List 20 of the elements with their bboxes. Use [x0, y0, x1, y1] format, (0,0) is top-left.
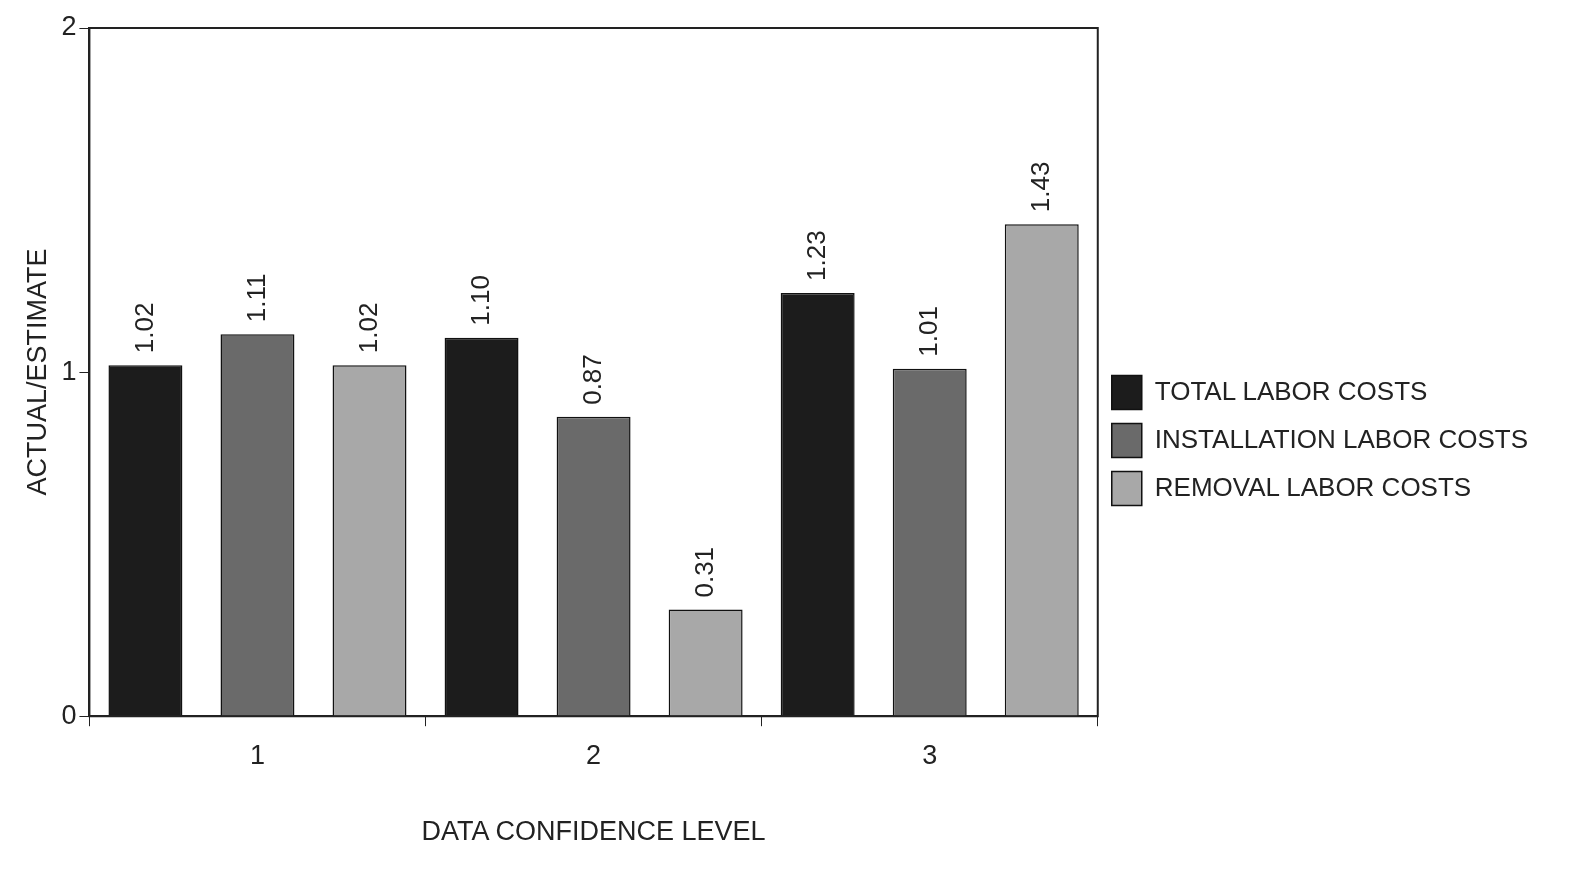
data-label: 1.43 — [1024, 161, 1055, 213]
data-label: 1.02 — [128, 302, 159, 354]
data-label: 1.01 — [912, 306, 943, 357]
legend-label: INSTALLATION LABOR COSTS — [1154, 423, 1528, 454]
x-tick-label: 3 — [922, 739, 938, 770]
data-label: 1.10 — [464, 275, 495, 326]
data-label: 1.11 — [240, 273, 271, 323]
data-label: 1.23 — [800, 230, 831, 281]
x-tick-label: 2 — [586, 739, 602, 770]
y-tick-label: 0 — [61, 699, 77, 730]
data-label: 0.87 — [576, 354, 607, 405]
data-label: 0.31 — [688, 546, 719, 598]
legend-label: REMOVAL LABOR COSTS — [1154, 471, 1472, 502]
y-tick-label: 2 — [61, 11, 77, 42]
x-axis-title: DATA CONFIDENCE LEVEL — [421, 816, 766, 847]
data-label: 1.02 — [352, 302, 383, 354]
x-tick-label: 1 — [249, 739, 265, 770]
y-tick-label: 1 — [61, 355, 77, 386]
y-axis-title: ACTUAL/ESTIMATE — [21, 248, 52, 496]
legend-label: TOTAL LABOR COSTS — [1154, 375, 1428, 406]
